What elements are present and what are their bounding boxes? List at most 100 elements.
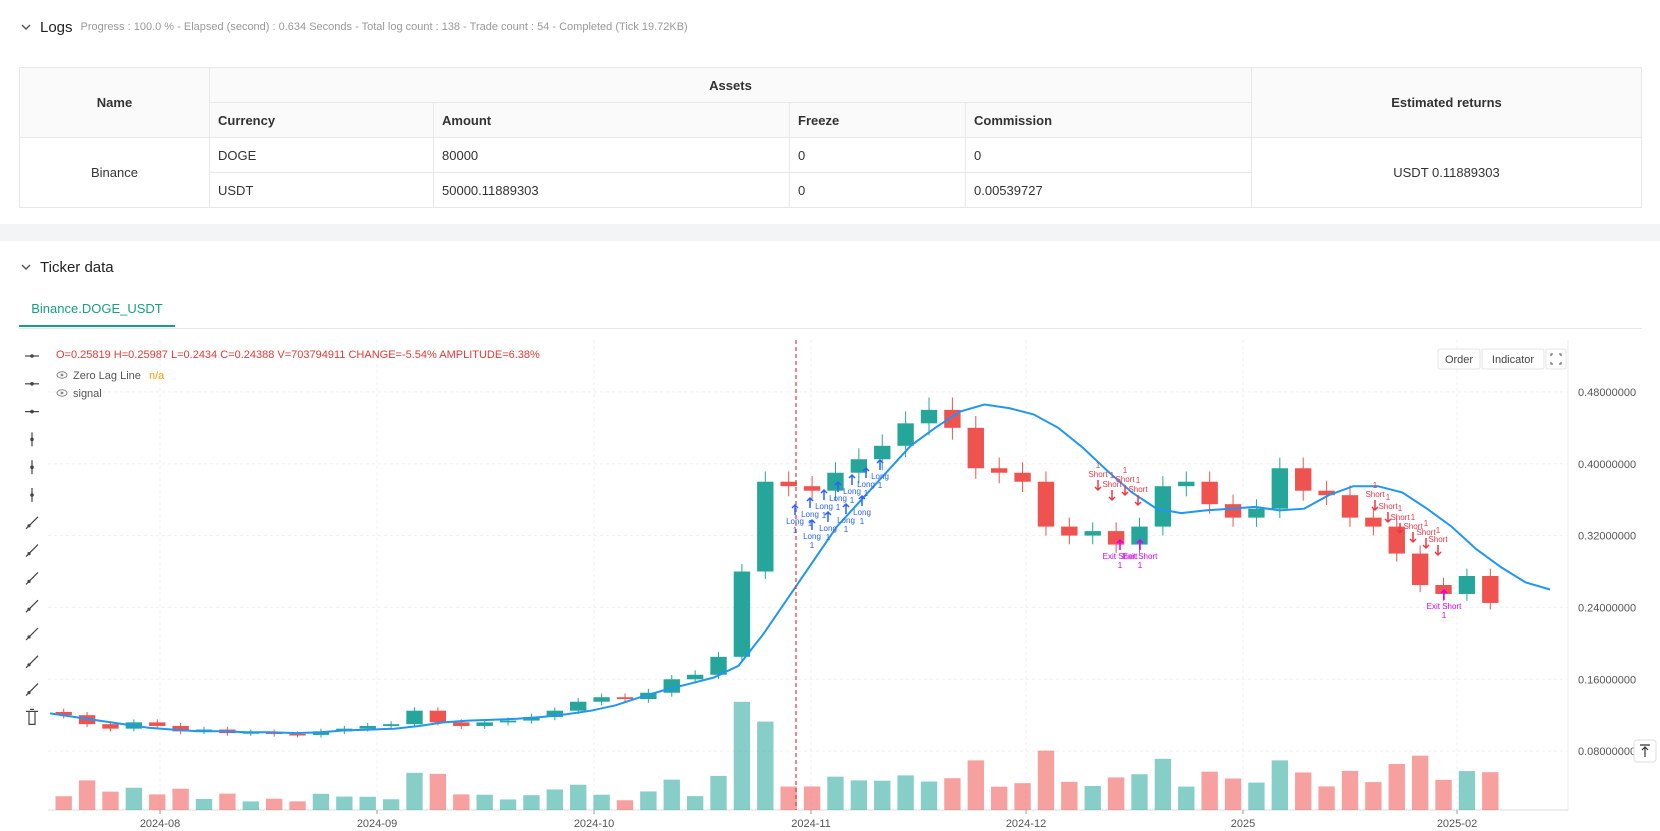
volume-bar xyxy=(733,701,751,810)
parallel-channel-icon[interactable] xyxy=(25,627,39,641)
x-tick-label: 2024-10 xyxy=(574,818,614,830)
cell: DOGE xyxy=(209,137,434,173)
volume-bar xyxy=(1178,786,1195,810)
trend-angle-icon[interactable] xyxy=(25,544,39,558)
candle xyxy=(1224,504,1242,518)
trend-line-icon[interactable] xyxy=(25,516,39,530)
y-tick-label: 0.32000000 xyxy=(1578,531,1636,543)
volume-bar xyxy=(850,780,868,810)
candle xyxy=(102,724,119,729)
signal-label: Long xyxy=(857,480,875,489)
candle xyxy=(1271,468,1289,509)
volume-bar xyxy=(874,780,891,810)
ticker-panel: Ticker data Binance.DOGE_USDT Long 1 Long 1… xyxy=(0,241,1660,831)
candle xyxy=(1482,576,1499,603)
cell: 0.00539727 xyxy=(965,172,1252,208)
x-axis: 2024-08 2024-09 2024-10 2024-11 2024-12 2025 2… xyxy=(140,810,1477,830)
arrow-up-icon xyxy=(876,458,884,470)
signal-label: Short xyxy=(1416,528,1436,537)
volume-bar xyxy=(55,796,72,810)
candle xyxy=(1084,531,1101,536)
candle xyxy=(149,722,166,726)
signal-qty: 1 xyxy=(1136,476,1141,485)
indicator-button[interactable]: Indicator xyxy=(1481,348,1545,370)
signal-label: signal xyxy=(73,388,102,400)
fullscreen-icon[interactable] xyxy=(1545,348,1567,370)
line-tool-icon[interactable] xyxy=(25,354,39,358)
volume-bar xyxy=(476,794,493,810)
name-header: Name xyxy=(19,67,210,138)
arrow-up-icon xyxy=(806,496,814,508)
candle xyxy=(1365,517,1382,527)
eye-icon[interactable] xyxy=(56,389,68,397)
signal-label: Long xyxy=(786,517,804,526)
price-chart[interactable]: Long1Long1Long1Long1Long1Long1Long1Long1… xyxy=(0,340,1660,831)
candle xyxy=(990,468,1008,473)
candle xyxy=(1154,486,1172,527)
svg-text:Order: Order xyxy=(1445,354,1473,366)
col-commission: Commission xyxy=(965,102,1252,138)
candle xyxy=(710,656,727,675)
volume-bar xyxy=(125,787,143,810)
y-tick-label: 0.40000000 xyxy=(1578,459,1636,471)
fib-retracement-icon[interactable] xyxy=(25,683,39,697)
signal-qty: 1 xyxy=(808,519,813,528)
candle xyxy=(382,724,400,726)
volume-bar xyxy=(1411,755,1429,810)
arrow-up-icon xyxy=(1116,538,1124,550)
vertical-ray-icon[interactable] xyxy=(30,460,34,475)
signal-label: Short xyxy=(1378,502,1398,511)
tab-doge-usdt[interactable]: Binance.DOGE_USDT xyxy=(19,291,175,327)
ray-tool-icon[interactable] xyxy=(25,382,39,386)
candle xyxy=(406,710,423,725)
candle xyxy=(1458,576,1476,594)
trash-icon[interactable] xyxy=(26,708,38,725)
chevron-down-icon[interactable] xyxy=(20,261,32,273)
volume-bar xyxy=(219,793,236,810)
volume-bar xyxy=(359,796,376,810)
signal-label: Long xyxy=(815,502,833,511)
horizontal-ray-icon[interactable] xyxy=(25,599,39,613)
segment-tool-icon[interactable] xyxy=(25,409,39,414)
signal-label: Short xyxy=(1102,480,1122,489)
pitchfork-icon[interactable] xyxy=(25,655,39,669)
volume-bar xyxy=(1318,786,1335,810)
signal-qty: 1 xyxy=(1138,561,1143,570)
candle xyxy=(593,697,610,702)
volume-bar xyxy=(149,794,166,810)
volume-bar xyxy=(1435,779,1452,810)
signal-label: Long xyxy=(801,510,819,519)
eye-icon[interactable] xyxy=(56,371,68,379)
scroll-to-latest-icon[interactable] xyxy=(1633,739,1657,763)
ticker-header[interactable]: Ticker data xyxy=(20,257,114,277)
volume-bar xyxy=(1201,771,1218,810)
extended-line-icon[interactable] xyxy=(25,571,39,585)
volume-bar xyxy=(990,786,1008,810)
returns-header: Estimated returns xyxy=(1251,67,1642,138)
chevron-down-icon[interactable] xyxy=(20,21,32,33)
order-button[interactable]: Order xyxy=(1437,348,1481,370)
vertical-line-icon[interactable] xyxy=(30,432,34,447)
signal-qty: 1 xyxy=(1424,519,1429,528)
signal-qty: 1 xyxy=(836,503,841,512)
candle xyxy=(757,481,774,572)
logs-header[interactable]: Logs Progress : 100.0 % - Elapsed (secon… xyxy=(20,17,688,37)
table-row: Binance DOGE 80000 0 0 USDT 0.11889303 xyxy=(19,137,1642,208)
volume-bar xyxy=(1224,778,1242,810)
legend-signal[interactable]: signal xyxy=(56,388,102,400)
cell: 80000 xyxy=(433,137,790,173)
candle xyxy=(1318,490,1335,496)
tab-divider xyxy=(19,328,1642,329)
table-row: USDT 50000.11889303 0 0.00539727 xyxy=(20,172,1642,208)
vertical-segment-icon[interactable] xyxy=(30,488,34,502)
cell: 0 xyxy=(965,137,1252,173)
signal-qty: 1 xyxy=(793,526,798,535)
candle xyxy=(1248,508,1265,518)
volume-bar xyxy=(1061,781,1078,810)
legend-zero-lag[interactable]: Zero Lag Line n/a xyxy=(56,370,165,382)
